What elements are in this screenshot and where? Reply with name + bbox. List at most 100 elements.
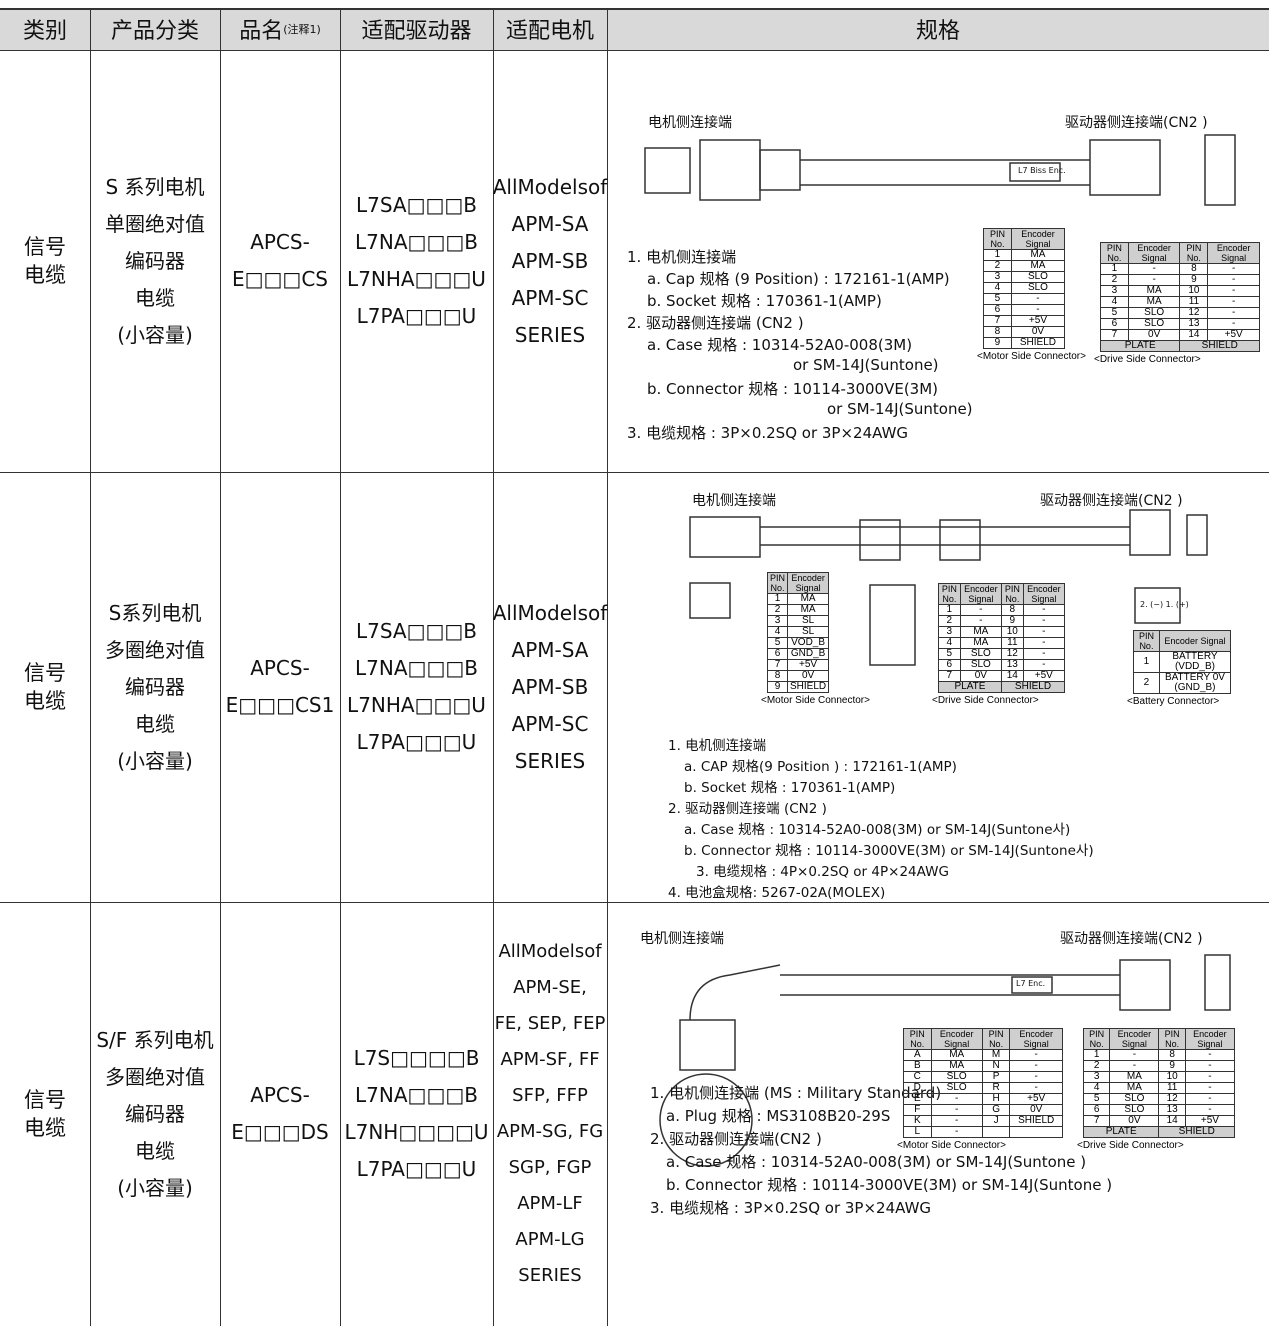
- pin-header-cell: PIN No.: [1000, 583, 1024, 605]
- pin-row: 9 SHIELD: [766, 681, 830, 693]
- pin-header-cell: PIN No.: [1133, 630, 1160, 652]
- cell-line: APM-SA: [511, 211, 589, 236]
- col-line: [340, 8, 341, 1326]
- pin-cell: L: [903, 1126, 932, 1138]
- pin-cell: 1: [983, 249, 1012, 261]
- pin-cell: MA: [959, 626, 1002, 638]
- pin-row: 1-8-: [1100, 263, 1260, 275]
- pin-header: PIN No. Encoder Signal: [766, 572, 830, 594]
- pin-cell: SL: [787, 615, 830, 627]
- name: APCS- E□□□CS: [220, 50, 340, 472]
- pin-cell: -: [1022, 637, 1066, 649]
- product-class: S系列电机 多圈绝对值 编码器 电缆 (小容量): [90, 472, 220, 902]
- pin-cell: 2: [1082, 1060, 1111, 1072]
- pin-cell: C: [903, 1071, 932, 1083]
- pin-cell: MA: [1010, 249, 1066, 261]
- pin-cell: -: [1127, 263, 1181, 275]
- pin-row: 7 0V 14 +5V: [1100, 329, 1260, 341]
- spec-note: 2. 驱动器侧连接端 (CN2 ): [627, 314, 804, 332]
- pin-footer-cell: SHIELD: [1000, 681, 1066, 693]
- pin-header-cell: Encoder Signal: [1158, 630, 1232, 652]
- cell-line: 多圈绝对值: [105, 637, 205, 662]
- pin-cell: -: [959, 615, 1002, 627]
- table-caption: <Drive Side Connector>: [1077, 1140, 1184, 1151]
- cell-line: E□□□CS1: [225, 693, 335, 717]
- pin-cell: -: [1207, 307, 1260, 319]
- pin-cell: MA: [930, 1060, 983, 1072]
- pin-header: PIN No. Encoder Signal PIN No. Encoder Sign…: [903, 1028, 1063, 1050]
- spec-note: a. Case 规格 : 10314-52A0-008(3M) or SM-14…: [666, 1153, 1087, 1171]
- cell-line: S/F 系列电机: [96, 1027, 214, 1052]
- col-line: [220, 8, 221, 1326]
- pin-cell: SHIELD: [787, 681, 830, 693]
- cell-line: L7NA□□□B: [355, 1083, 478, 1107]
- pin-row: 5 SLO 12-: [1100, 307, 1260, 319]
- pin-table: PIN No. Encoder Signal 1 MA 2 MA 3 SLO 4 SLO 5-6-7…: [983, 228, 1066, 349]
- spec-note: a. Cap 规格 (9 Position) : 172161-1(AMP): [647, 270, 950, 288]
- pin-footer-cell: PLATE: [1099, 340, 1181, 352]
- pin-cell: SLO: [930, 1071, 983, 1083]
- pin-header: PIN No. Encoder Signal PIN No. Encoder Sign…: [1100, 242, 1260, 264]
- pin-cell: -: [1022, 659, 1066, 671]
- pin-row: 9 SHIELD: [983, 337, 1066, 349]
- drive-side-label: 驱动器侧连接端(CN2 ): [1065, 115, 1208, 131]
- cell-line: AllModelsof: [492, 600, 608, 625]
- header-text: 适配电机: [505, 19, 594, 44]
- pin-cell: 0V: [959, 670, 1002, 682]
- cell-line: (小容量): [117, 322, 193, 347]
- pin-cell: -: [1022, 626, 1066, 638]
- pin-row: 4 MA 11-: [938, 637, 1066, 649]
- cell-line: 电缆: [24, 1116, 66, 1140]
- cell-line: L7NH□□□□U: [344, 1120, 489, 1144]
- pin-cell: -: [1022, 604, 1066, 616]
- pin-row: 5 VOD_B: [766, 637, 830, 649]
- pin-cell: -: [1109, 1060, 1160, 1072]
- drivers: L7SA□□□B L7NA□□□B L7NHA□□□U L7PA□□□U: [340, 50, 493, 472]
- spec-note: b. Connector 规格 : 10114-3000VE(3M) or SM…: [666, 1176, 1113, 1194]
- motors: AllModelsof APM-SE, FE, SEP, FEP APM-SF, FF…: [493, 902, 607, 1326]
- pin-cell: 4: [766, 626, 789, 638]
- pin-cell: +5V: [1207, 329, 1260, 341]
- pin-cell: 0V: [1109, 1115, 1160, 1127]
- pin-header-cell: PIN No.: [766, 572, 789, 594]
- cell-line: L7NA□□□B: [355, 230, 478, 254]
- pin-row: 7 0V 14 +5V: [1082, 1115, 1236, 1127]
- pin-cell: 2: [938, 615, 961, 627]
- pin-header-cell: PIN No.: [1082, 1028, 1111, 1050]
- pin-header-cell: PIN No.: [903, 1028, 932, 1050]
- pin-cell: 3: [1100, 285, 1129, 297]
- pin-table: PIN No. Encoder Signal PIN No. Encoder Sign…: [903, 1028, 1063, 1138]
- name: APCS- E□□□DS: [220, 902, 340, 1326]
- pin-header-cell: PIN No.: [983, 228, 1012, 250]
- pin-cell: -: [1184, 1093, 1236, 1105]
- pin-row: 3 SL: [766, 615, 830, 627]
- pin-header-cell: Encoder Signal: [1009, 1028, 1063, 1050]
- pin-cell: 13: [1000, 659, 1024, 671]
- pin-row: 5-: [983, 293, 1066, 305]
- pin-header-cell: PIN No.: [1179, 242, 1209, 264]
- cell-line: SERIES: [514, 322, 586, 347]
- pin-cell: 14: [1158, 1115, 1186, 1127]
- pin-cell: 6: [1082, 1104, 1111, 1116]
- pin-cell: +5V: [1010, 315, 1066, 327]
- cell-line: APM-SG, FG: [496, 1121, 604, 1142]
- pin-cell: -: [1127, 274, 1181, 286]
- cell-line: FE, SEP, FEP: [494, 1013, 606, 1034]
- name: APCS- E□□□CS1: [220, 472, 340, 902]
- cell-line: S 系列电机: [105, 174, 205, 199]
- pin-cell: 5: [983, 293, 1012, 305]
- pin-cell: 10: [1158, 1071, 1186, 1083]
- pin-cell: SLO: [1010, 271, 1066, 283]
- pin-cell: 6: [938, 659, 961, 671]
- pin-cell: [981, 1126, 1011, 1138]
- pin-cell: SLO: [959, 659, 1002, 671]
- pin-cell: SLO: [1109, 1104, 1160, 1116]
- pin-row: 5 SLO 12-: [1082, 1093, 1236, 1105]
- pin-cell: 11: [1158, 1082, 1186, 1094]
- pin-cell: -: [1207, 296, 1260, 308]
- pin-cell: G: [981, 1104, 1011, 1116]
- pin-cell: 5: [938, 648, 961, 660]
- pin-cell: 8: [983, 326, 1012, 338]
- pin-row: A MA M -: [903, 1049, 1063, 1061]
- cell-line: 多圈绝对值: [105, 1064, 205, 1089]
